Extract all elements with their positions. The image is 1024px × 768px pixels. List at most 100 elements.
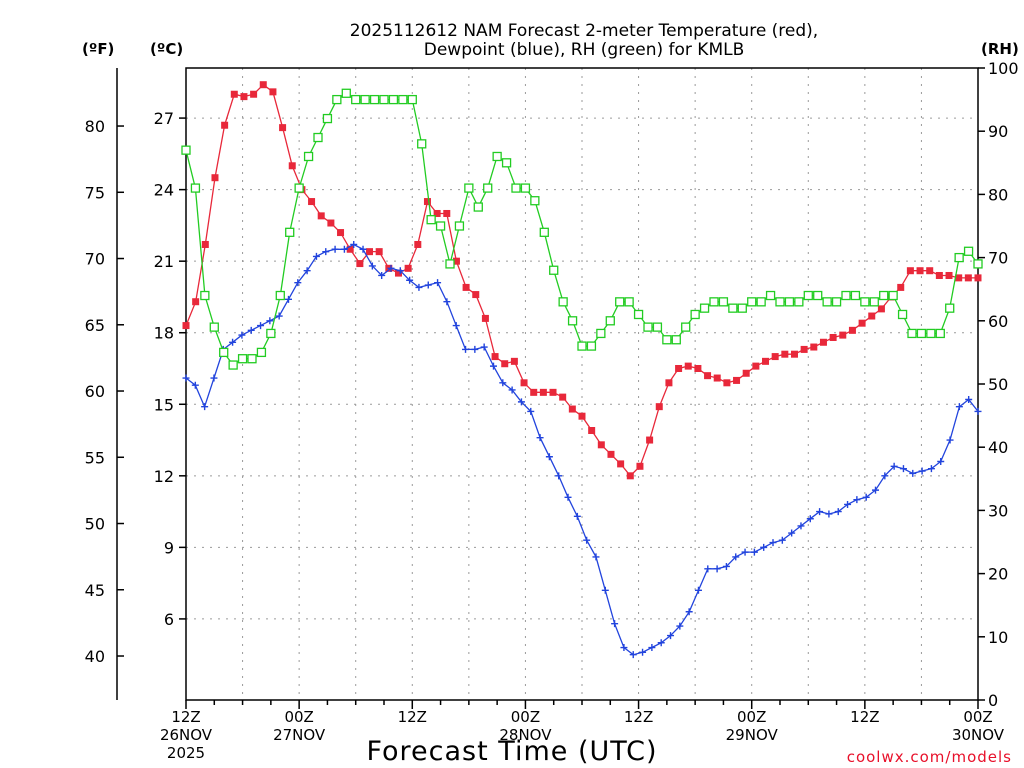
- dewpoint-point: [527, 407, 535, 415]
- dewpoint-point: [424, 281, 432, 289]
- rh-tick-label: 100: [988, 59, 1019, 78]
- rh-point: [549, 265, 559, 275]
- rh-point: [803, 290, 813, 301]
- rh-point: [520, 183, 531, 193]
- rh-point: [775, 297, 785, 307]
- temperature-point: [549, 388, 557, 396]
- dewpoint-point: [611, 620, 619, 628]
- rh-point: [718, 297, 729, 307]
- dewpoint-point: [937, 458, 945, 466]
- rh-point: [586, 341, 597, 351]
- rh-point: [945, 303, 955, 313]
- dewpoint-point: [685, 608, 693, 616]
- celsius-tick-label: 6: [164, 610, 174, 629]
- dewpoint-point: [471, 345, 479, 353]
- temperature-point: [211, 174, 219, 182]
- dewpoint-point: [694, 586, 702, 594]
- celsius-tick-label: 24: [154, 181, 174, 200]
- x-tick-label-line: 27NOV: [273, 726, 326, 744]
- rh-tick-label: 70: [988, 249, 1008, 268]
- rh-point: [379, 94, 389, 105]
- temperature-point: [192, 298, 200, 306]
- dewpoint-point: [760, 543, 768, 551]
- temperature-point: [974, 274, 982, 282]
- rh-point: [822, 297, 832, 307]
- rh-point: [237, 354, 248, 364]
- temperature-point: [530, 388, 538, 396]
- temperature-point: [279, 124, 287, 132]
- rh-point: [388, 94, 399, 105]
- x-tick-label: 12Z: [398, 708, 427, 726]
- dewpoint-point: [340, 245, 348, 253]
- dewpoint-point: [238, 331, 246, 339]
- chart-subtitle: Dewpoint (blue), RH (green) for KMLB: [424, 40, 745, 60]
- rh-point: [737, 303, 747, 313]
- rh-point: [473, 202, 483, 212]
- rh-point: [445, 259, 455, 269]
- dewpoint-point: [266, 317, 274, 325]
- temperature-point: [906, 267, 914, 275]
- dewpoint-point: [517, 398, 525, 406]
- temperature-point: [742, 369, 750, 377]
- dewpoint-point: [629, 651, 637, 659]
- temperature-point: [781, 350, 789, 358]
- rh-point: [360, 94, 370, 105]
- rh-point: [831, 297, 842, 307]
- fahrenheit-tick-label: 40: [85, 647, 105, 666]
- rh-point: [652, 322, 663, 332]
- dewpoint-point: [201, 403, 209, 411]
- temperature-point: [646, 436, 654, 444]
- dewpoint-point: [899, 465, 907, 473]
- rh-point: [530, 196, 540, 206]
- temperature-point: [520, 379, 528, 387]
- rh-point: [341, 88, 351, 98]
- rh-point: [633, 309, 644, 320]
- dewpoint-point: [434, 279, 442, 287]
- rh-point: [784, 297, 795, 307]
- dewpoint-point: [499, 379, 507, 387]
- rh-point: [916, 328, 927, 339]
- temperature-point: [762, 357, 770, 365]
- rh-point: [511, 183, 521, 193]
- temperature-point: [935, 271, 943, 279]
- dewpoint-point: [396, 267, 404, 275]
- dewpoint-point: [210, 374, 218, 382]
- rh-point: [464, 183, 474, 193]
- dewpoint-point: [806, 515, 814, 523]
- rh-point: [963, 246, 974, 256]
- temperature-point: [539, 388, 547, 396]
- temperature-point: [491, 353, 499, 361]
- temperature-point: [733, 376, 741, 384]
- dewpoint-point: [853, 496, 861, 504]
- temperature-point: [665, 379, 673, 387]
- x-tick-label: 00Z 27NOV: [273, 708, 326, 744]
- x-tick-label-line: 12Z: [171, 708, 200, 726]
- rh-point: [322, 113, 333, 124]
- temperature-point: [346, 245, 354, 253]
- temperature-point: [230, 90, 238, 98]
- rh-point: [879, 290, 889, 301]
- rh-point: [926, 328, 936, 339]
- dewpoint-point: [797, 522, 805, 530]
- chart-title: 2025112612 NAM Forecast 2-meter Temperat…: [350, 21, 818, 41]
- rh-point: [351, 94, 361, 105]
- celsius-tick-label: 18: [154, 324, 174, 343]
- dewpoint-point: [890, 462, 898, 470]
- x-tick-label: 00Z 30NOV: [952, 708, 1005, 744]
- rh-tick-label: 60: [988, 312, 1008, 331]
- temperature-point: [568, 405, 576, 413]
- rh-point: [492, 151, 502, 162]
- x-tick-label-line: 12Z: [398, 708, 427, 726]
- temperature-point: [858, 319, 866, 327]
- temperature-point: [221, 121, 229, 129]
- dewpoint-point: [583, 536, 591, 544]
- rh-point: [662, 335, 672, 345]
- dewpoint-point: [918, 467, 926, 475]
- temperature-point: [868, 312, 876, 320]
- dewpoint-point: [182, 374, 190, 382]
- rh-point: [860, 297, 870, 307]
- temperature-point: [897, 283, 905, 291]
- rh-tick-label: 50: [988, 375, 1008, 394]
- temperature-point: [423, 198, 431, 206]
